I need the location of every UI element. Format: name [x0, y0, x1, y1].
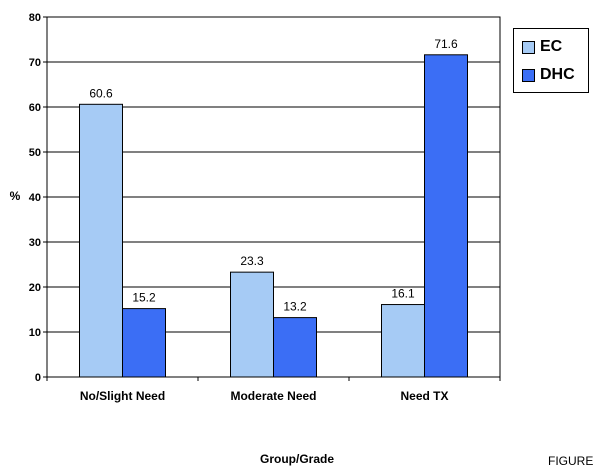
- y-axis-label: %: [10, 189, 21, 203]
- y-tick-label: 80: [29, 12, 41, 24]
- bar-dhc-1: [273, 317, 317, 378]
- legend-label-ec: EC: [540, 38, 563, 55]
- y-tick-label: 40: [29, 192, 41, 204]
- data-labels: 60.6 23.3 16.1 15.2 13.2 71.6: [89, 37, 458, 314]
- x-tick-label: Need TX: [400, 389, 448, 403]
- x-axis-title: Group/Grade: [259, 452, 334, 466]
- y-tick-label: 50: [29, 147, 41, 159]
- data-label: 71.6: [434, 37, 458, 51]
- legend-label-dhc: DHC: [540, 66, 575, 83]
- bar-dhc-2: [424, 54, 468, 378]
- y-tick-label: 30: [29, 237, 41, 249]
- data-label: 15.2: [132, 291, 156, 305]
- data-label: 16.1: [391, 287, 415, 301]
- data-label: 23.3: [240, 254, 264, 268]
- y-tick-label: 70: [29, 57, 41, 69]
- bars: [79, 54, 468, 378]
- plot-frame: [46, 16, 501, 378]
- data-label: 13.2: [283, 300, 307, 314]
- y-tick-label: 60: [29, 102, 41, 114]
- x-tick-label: No/Slight Need: [80, 389, 165, 403]
- bar-ec-1: [230, 271, 274, 378]
- legend-swatch-ec: [522, 40, 535, 54]
- legend-swatch-dhc: [522, 68, 535, 82]
- axes: 0 10 20 30 40 50 60 70 80 No/Slight Need Moderate …: [29, 12, 501, 403]
- data-label: 60.6: [89, 86, 113, 100]
- y-tick-label: 0: [35, 372, 41, 384]
- bar-ec-0: [79, 103, 123, 378]
- x-tick-label: Moderate Need: [230, 389, 316, 403]
- y-tick-label: 10: [29, 327, 41, 339]
- bar-ec-2: [381, 304, 425, 378]
- y-tick-label: 20: [29, 282, 41, 294]
- legend: EC DHC: [513, 28, 589, 93]
- bar-dhc-0: [122, 308, 166, 378]
- legend-item-ec: EC: [522, 38, 562, 56]
- figure-label: FIGURE 1: [548, 454, 594, 468]
- legend-item-dhc: DHC: [522, 66, 575, 84]
